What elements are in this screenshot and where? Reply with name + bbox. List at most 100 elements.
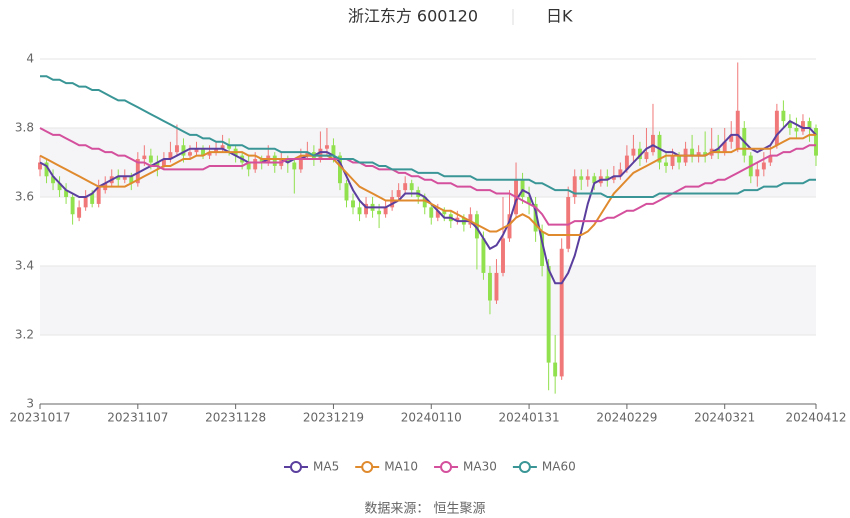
candle-body (201, 148, 205, 156)
candle-body (77, 207, 82, 218)
candle-body (253, 159, 258, 170)
candle-body (70, 197, 75, 215)
candle-body (364, 203, 369, 215)
candle-body (259, 159, 264, 163)
x-tick-label: 20240412 (785, 411, 846, 425)
candle-body (801, 121, 805, 132)
candle-body (129, 176, 134, 184)
legend-item: MA60 (512, 460, 576, 474)
candle-body (807, 121, 812, 128)
candle-body (553, 362, 558, 377)
candle-body (696, 152, 701, 156)
candle-body (194, 148, 199, 153)
x-tick-label: 20240110 (401, 411, 462, 425)
candle-body (324, 145, 329, 149)
candle-body (155, 162, 160, 166)
candle-body (468, 214, 473, 225)
candle-body (501, 238, 505, 273)
legend-label: MA5 (313, 460, 339, 474)
candle-body (533, 203, 538, 232)
candle-body (168, 152, 173, 160)
candle-body (755, 169, 760, 177)
candle-body (207, 152, 212, 156)
candle-body (90, 193, 95, 204)
grid-band (40, 266, 816, 335)
candle-body (357, 207, 362, 215)
candle-body (735, 110, 740, 149)
candle-body (644, 152, 649, 160)
candle-body (592, 176, 597, 184)
candle-body (664, 162, 668, 166)
candle-body (703, 152, 708, 156)
candle-body (181, 145, 186, 156)
legend-item: MA5 (284, 460, 339, 474)
x-tick-label: 20240229 (596, 411, 657, 425)
candle-body (474, 214, 479, 239)
legend-marker (290, 461, 302, 473)
candle-body (135, 159, 140, 184)
candle-body (794, 128, 799, 132)
legend-marker (361, 461, 374, 473)
candle-body (618, 169, 623, 177)
candle-body (390, 197, 395, 208)
y-tick-label: 3 (26, 397, 34, 411)
y-tick-label: 3.4 (15, 259, 34, 273)
candle-body (722, 141, 727, 153)
candle-body (51, 176, 55, 184)
y-tick-label: 4 (26, 52, 34, 66)
candle-body (318, 148, 323, 160)
candle-body (122, 176, 127, 180)
candle-body (546, 266, 551, 363)
legend-label: MA60 (542, 460, 576, 474)
candle-body (57, 183, 62, 191)
candle-body (188, 152, 192, 156)
candle-body (246, 162, 251, 170)
source-note: 数据来源： 恒生聚源 (364, 502, 485, 517)
candle-body (292, 162, 297, 170)
candle-body (761, 162, 766, 170)
candle-body (351, 200, 355, 208)
candle-body (409, 183, 414, 191)
candle-body (422, 197, 427, 208)
candle-body (559, 248, 564, 377)
x-tick-label: 20231107 (107, 411, 168, 425)
candle-body (455, 217, 460, 222)
chart-title: 浙江东方 600120 (348, 7, 478, 26)
candle-body (396, 190, 401, 197)
x-tick-label: 20240131 (499, 411, 560, 425)
candle-body (344, 183, 349, 201)
candle-body (579, 176, 584, 180)
candle-body (64, 190, 69, 197)
candle-body (338, 155, 342, 184)
candle-body (116, 176, 121, 180)
candle-body (637, 148, 642, 160)
x-tick-label: 20231219 (303, 411, 364, 425)
chart-period: 日K (546, 7, 573, 26)
candle-body (305, 152, 310, 156)
candle-body (481, 238, 486, 273)
candle-body (611, 176, 616, 180)
candle-body (624, 155, 629, 170)
candle-body (214, 148, 219, 153)
candle-body (142, 155, 147, 160)
candle-body (285, 159, 290, 163)
candle-body (814, 128, 818, 156)
candle-body (220, 145, 225, 149)
candle-body (148, 155, 153, 163)
candle-body (540, 231, 545, 266)
candle-body (631, 148, 636, 156)
candle-body (442, 210, 447, 215)
y-tick-label: 3.2 (15, 328, 34, 342)
candle-body (494, 272, 499, 301)
candle-body (507, 214, 512, 239)
candle-body (585, 176, 590, 180)
legend-marker (518, 461, 531, 473)
candle-body (487, 272, 492, 301)
y-tick-label: 3.8 (15, 121, 34, 135)
candle-body (272, 155, 277, 166)
candle-body (161, 159, 166, 166)
candle-body (331, 145, 336, 156)
candle-body (377, 210, 382, 215)
legend-label: MA10 (384, 460, 418, 474)
